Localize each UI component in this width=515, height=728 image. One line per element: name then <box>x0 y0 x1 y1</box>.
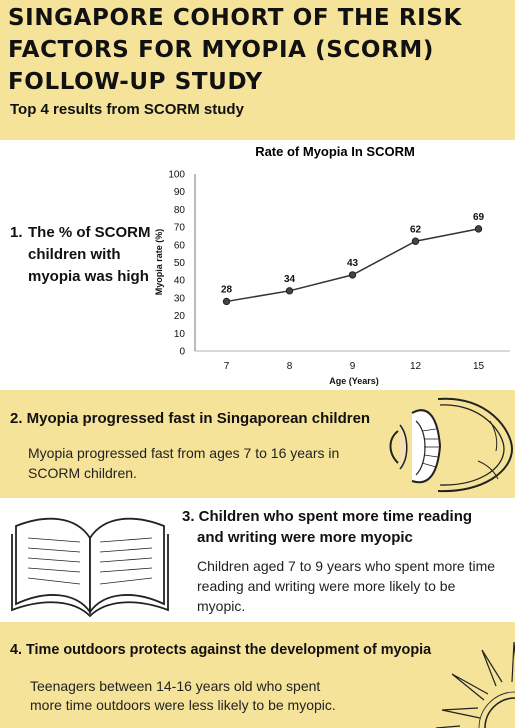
chart-title: Rate of Myopia In SCORM <box>255 144 415 159</box>
y-axis-label: Myopia rate (%) <box>154 229 164 296</box>
data-point <box>285 287 294 295</box>
data-point <box>222 297 231 306</box>
x-tick-label: 9 <box>350 361 356 372</box>
page-title: Singapore Cohort of the Risk Factors for… <box>8 5 462 95</box>
data-label: 69 <box>473 212 485 223</box>
page-subtitle: Top 4 results from SCORM study <box>10 101 244 118</box>
x-axis-label: Age (Years) <box>329 376 379 386</box>
data-label: 28 <box>221 284 233 295</box>
section-3-text: Children aged 7 to 9 years who spent mor… <box>197 558 496 614</box>
x-tick-label: 15 <box>473 361 485 372</box>
eye-illustration <box>389 397 514 493</box>
y-tick-label: 80 <box>174 205 186 216</box>
data-point <box>411 237 420 245</box>
section-3-heading-line-1: 3. Children who spent more time reading <box>182 508 473 525</box>
open-book-illustration <box>11 517 169 618</box>
y-tick-label: 30 <box>174 293 186 304</box>
x-tick-label: 8 <box>287 361 293 372</box>
section-1-line-2: children with <box>28 246 121 263</box>
section-4-text-line-2: more time outdoors were less likely to b… <box>30 697 336 713</box>
section-4-band <box>0 622 515 728</box>
x-tick-label: 12 <box>410 361 422 372</box>
y-tick-label: 0 <box>179 347 185 358</box>
data-point <box>348 271 357 279</box>
y-tick-label: 20 <box>174 311 186 322</box>
chart-band <box>0 140 515 390</box>
x-tick-label: 7 <box>224 361 230 372</box>
header-band <box>0 0 515 140</box>
data-point <box>474 225 483 233</box>
data-label: 43 <box>347 258 359 269</box>
myopia-rate-chart: Rate of Myopia In SCORM Myopia rate (%) … <box>154 144 510 386</box>
y-tick-label: 60 <box>174 240 186 251</box>
data-label: 62 <box>410 224 422 235</box>
section-2-text: Myopia progressed fast from ages 7 to 16… <box>28 445 340 481</box>
y-tick-label: 10 <box>174 329 186 340</box>
section-1-line-1: The % of SCORM <box>28 224 151 241</box>
section-4-heading: 4. Time outdoors protects against the de… <box>10 642 432 658</box>
y-tick-label: 90 <box>174 187 186 198</box>
section-3-heading-line-2: and writing were more myopic <box>197 529 413 546</box>
y-tick-label: 50 <box>174 258 186 269</box>
y-tick-label: 100 <box>168 170 185 181</box>
section-1-heading: 1. The % of SCORM children with myopia wa… <box>10 222 151 288</box>
section-1-line-3: myopia was high <box>28 268 149 285</box>
section-4-text-line-1: Teenagers between 14-16 years old who sp… <box>30 678 321 694</box>
data-label: 34 <box>284 274 296 285</box>
sun-illustration <box>435 641 515 728</box>
y-tick-label: 40 <box>174 276 186 287</box>
y-tick-label: 70 <box>174 223 186 234</box>
section-2-heading: 2. Myopia progressed fast in Singaporean… <box>10 410 371 427</box>
section-1-number: 1. <box>10 224 23 241</box>
